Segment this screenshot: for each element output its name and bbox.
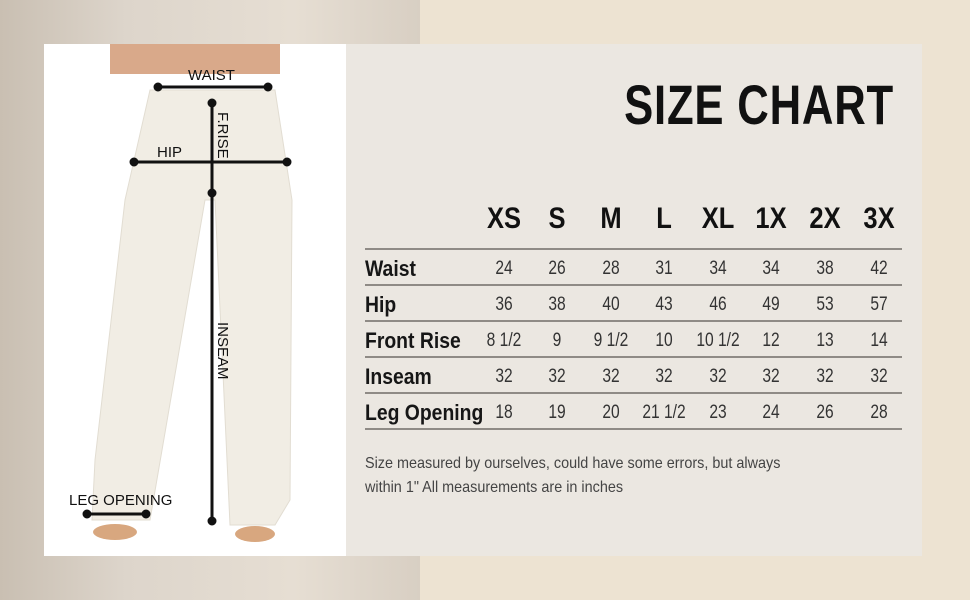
size-header-xs: XS — [486, 202, 522, 235]
table-cell: 53 — [816, 294, 834, 315]
table-cell: 9 1/2 — [593, 330, 629, 351]
table-cell: 20 — [602, 402, 620, 423]
pants-image — [91, 89, 293, 526]
size-header-3x: 3X — [863, 202, 895, 235]
table-top-rule — [365, 248, 902, 250]
table-cell: 32 — [709, 366, 727, 387]
table-cell: 8 1/2 — [486, 330, 522, 351]
table-cell: 34 — [709, 258, 727, 279]
table-row: Hip 36 38 40 43 46 49 53 57 — [365, 286, 902, 322]
table-cell: 32 — [495, 366, 513, 387]
table-cell: 26 — [548, 258, 566, 279]
table-cell: 32 — [762, 366, 780, 387]
row-label: Front Rise — [365, 328, 461, 353]
table-cell: 49 — [762, 294, 780, 315]
inseam-label: INSEAM — [214, 322, 231, 380]
leg-opening-label: LEG OPENING — [69, 492, 172, 509]
pants-measurement-diagram: WAIST HIP F.RISE INSEAM LEG OPENING — [44, 44, 346, 556]
table-cell: 40 — [602, 294, 620, 315]
table-cell: 57 — [870, 294, 888, 315]
table-cell: 12 — [762, 330, 780, 351]
row-label: Leg Opening — [365, 400, 484, 425]
row-label: Hip — [365, 292, 397, 317]
table-cell: 24 — [495, 258, 513, 279]
table-cell: 26 — [816, 402, 834, 423]
row-label: Waist — [365, 256, 416, 281]
table-cell: 43 — [655, 294, 673, 315]
size-header-xl: XL — [701, 202, 735, 235]
table-cell: 32 — [655, 366, 673, 387]
table-cell: 32 — [602, 366, 620, 387]
table-cell: 38 — [816, 258, 834, 279]
size-chart-panel: SIZE CHART XS S M L XL 1X 2X 3X Waist 24 26 28 31 34… — [346, 44, 922, 556]
table-cell: 19 — [548, 402, 566, 423]
size-header-s: S — [548, 202, 566, 235]
table-row: Inseam 32 32 32 32 32 32 32 32 — [365, 358, 902, 394]
table-cell: 9 — [552, 330, 562, 351]
table-cell: 32 — [548, 366, 566, 387]
table-row: Front Rise 8 1/2 9 9 1/2 10 10 1/2 12 13 14 — [365, 322, 902, 358]
table-row: Waist 24 26 28 31 34 34 38 42 — [365, 250, 902, 286]
table-cell: 10 — [655, 330, 673, 351]
table-cell: 21 1/2 — [642, 402, 686, 423]
size-header-2x: 2X — [809, 202, 841, 235]
size-header-m: M — [600, 202, 622, 235]
table-cell: 24 — [762, 402, 780, 423]
table-cell: 36 — [495, 294, 513, 315]
table-cell: 32 — [870, 366, 888, 387]
table-cell: 46 — [709, 294, 727, 315]
note-line-2: within 1" All measurements are in inches — [365, 479, 624, 496]
table-cell: 28 — [602, 258, 620, 279]
table-cell: 38 — [548, 294, 566, 315]
waist-label: WAIST — [188, 67, 235, 84]
table-cell: 31 — [655, 258, 673, 279]
table-cell: 34 — [762, 258, 780, 279]
frise-label: F.RISE — [214, 112, 231, 159]
table-cell: 23 — [709, 402, 727, 423]
table-cell: 18 — [495, 402, 513, 423]
table-cell: 32 — [816, 366, 834, 387]
row-label: Inseam — [365, 364, 432, 389]
table-row: Leg Opening 18 19 20 21 1/2 23 24 26 28 — [365, 394, 902, 430]
note-line-1: Size measured by ourselves, could have s… — [365, 455, 781, 472]
size-header-l: L — [656, 202, 672, 235]
model-torso — [110, 44, 280, 74]
table-cell: 42 — [870, 258, 888, 279]
size-header-1x: 1X — [755, 202, 787, 235]
table-cell: 28 — [870, 402, 888, 423]
table-cell: 13 — [816, 330, 834, 351]
hip-label: HIP — [157, 144, 182, 161]
table-cell: 14 — [870, 330, 888, 351]
page-title: SIZE CHART — [624, 73, 894, 136]
size-note: Size measured by ourselves, could have s… — [365, 452, 833, 500]
table-cell: 10 1/2 — [696, 330, 740, 351]
